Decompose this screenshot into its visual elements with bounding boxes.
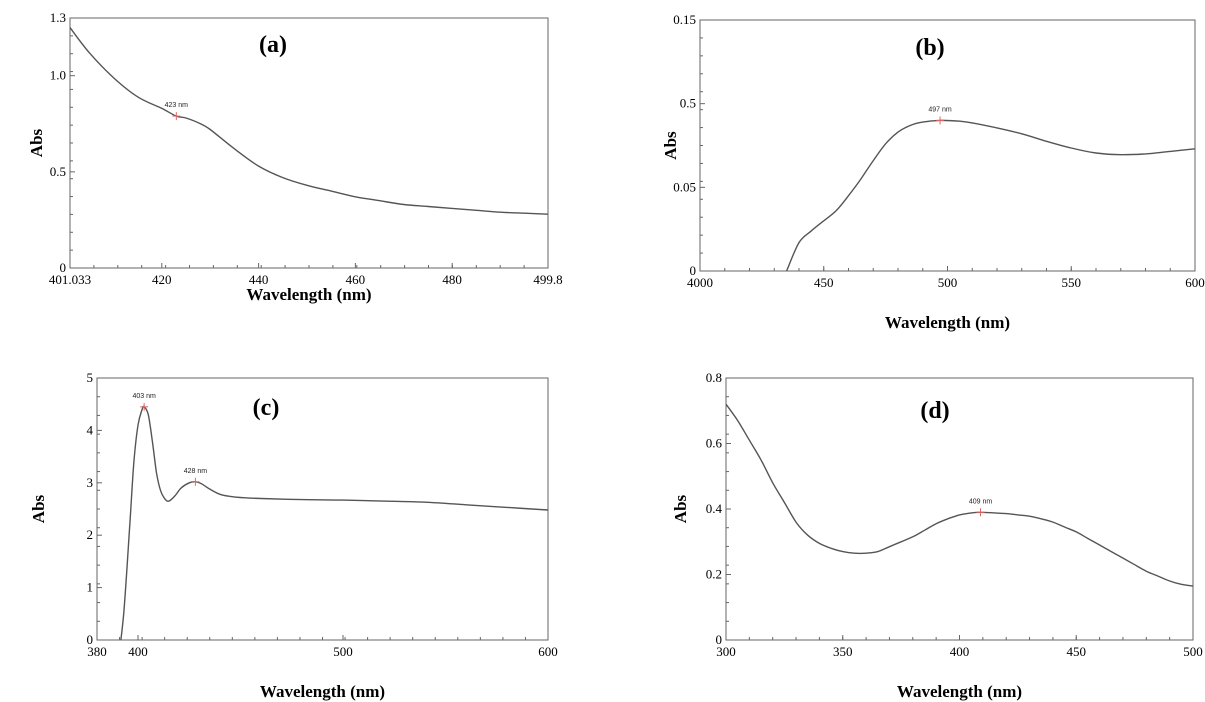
panel-d-y-tick-label: 0.6	[706, 436, 723, 451]
panel-a-x-axis-label: Wavelength (nm)	[246, 285, 371, 304]
panel-b-x-tick-label: 450	[814, 275, 834, 290]
panel-a-label: (a)	[259, 32, 287, 58]
panel-c-x-tick-label: 400	[128, 644, 148, 659]
panel-c-label: (c)	[253, 395, 280, 421]
panel-d-y-tick-label: 0.4	[706, 501, 723, 516]
panel-b-x-tick-label: 600	[1185, 275, 1205, 290]
panel-c-peak-label: 403 nm	[132, 393, 156, 400]
panel-d: 300 350 400 450 500 0 0.2 0.4 0.6 0.8 Wavelength (…	[671, 370, 1203, 701]
panel-c-x-tick-label: 500	[333, 644, 353, 659]
panel-b-peak-label: 497 nm	[928, 106, 952, 113]
panel-b-y-tick-label: 0.5	[680, 96, 696, 111]
panel-d-peak-label: 409 nm	[969, 498, 993, 505]
panel-a-x-tick-label: 420	[152, 272, 172, 287]
panel-c-x-axis-label: Wavelength (nm)	[260, 682, 385, 701]
panel-d-x-tick-label: 450	[1067, 644, 1087, 659]
panel-c-absorbance-curve	[120, 405, 548, 640]
panel-d-plot-frame	[725, 377, 1194, 641]
panel-b-x-axis-label: Wavelength (nm)	[885, 313, 1010, 332]
panel-a-x-tick-label: 460	[346, 272, 366, 287]
panel-c-plot-frame	[96, 377, 549, 641]
panel-b-x-tick-label: 550	[1062, 275, 1082, 290]
panel-b-y-tick-label: 0.05	[673, 179, 696, 194]
panel-b-x-tick-label: 500	[938, 275, 958, 290]
panel-b-y-tick-label: 0.15	[673, 12, 696, 27]
panel-b-plot-frame	[699, 19, 1196, 272]
panel-d-y-tick-label: 0	[716, 632, 723, 647]
panel-a-x-tick-label: 440	[249, 272, 269, 287]
panel-d-x-tick-label: 300	[716, 644, 736, 659]
panel-a: 401.033 420 440 460 480 499.8 0 0.5 1.0 1.3 Wavele…	[27, 10, 563, 304]
panel-d-y-tick-label: 0.8	[706, 370, 722, 385]
panel-a-absorbance-curve	[70, 27, 548, 215]
panel-b-y-tick-label: 0	[690, 263, 697, 278]
panel-a-x-tick-label: 499.8	[533, 272, 562, 287]
panel-a-peak-label: 423 nm	[165, 102, 189, 109]
panel-b-x-tick-label: 4000	[687, 275, 713, 290]
panel-d-y-tick-label: 0.2	[706, 567, 722, 582]
panel-b: 4000 450 500 550 600 0 0.05 0.5 0.15 Wavelength (…	[661, 12, 1205, 332]
panel-d-absorbance-curve	[726, 403, 1193, 587]
panel-a-y-tick-label: 1.3	[50, 10, 66, 25]
panel-c-y-tick-label: 4	[87, 422, 94, 437]
panel-c-x-tick-label: 600	[538, 644, 558, 659]
panel-a-y-tick-label: 1.0	[50, 68, 66, 83]
panel-d-label: (d)	[920, 398, 949, 424]
panel-b-absorbance-curve	[785, 119, 1195, 271]
panel-a-y-tick-label: 0	[60, 260, 67, 275]
panel-c-y-axis-label: Abs	[29, 494, 48, 523]
panel-b-y-axis-label: Abs	[661, 131, 680, 160]
panel-c-y-tick-label: 2	[87, 527, 94, 542]
panel-d-x-tick-label: 350	[833, 644, 853, 659]
panel-c-y-tick-label: 0	[87, 632, 94, 647]
panel-c-y-tick-label: 1	[87, 580, 94, 595]
panel-d-x-tick-label: 500	[1183, 644, 1203, 659]
panel-c-x-tick-label: 380	[87, 644, 107, 659]
panel-a-x-tick-label: 401.033	[49, 272, 91, 287]
panel-a-plot-frame	[69, 17, 549, 269]
panel-d-x-tick-label: 400	[950, 644, 970, 659]
panel-d-x-axis-label: Wavelength (nm)	[897, 682, 1022, 701]
panel-c-y-tick-label: 3	[87, 475, 94, 490]
panel-a-y-axis-label: Abs	[27, 128, 46, 157]
panel-a-y-tick-label: 0.5	[50, 164, 66, 179]
panel-c: 380 400 500 600 0 1 2 3 4 5 Wavelength (nm) Abs (c) 4…	[29, 370, 558, 701]
panel-c-y-tick-label: 5	[87, 370, 94, 385]
panel-c-peak-label: 428 nm	[184, 468, 208, 475]
panel-d-y-axis-label: Abs	[671, 494, 690, 523]
panel-b-label: (b)	[915, 35, 944, 61]
panel-a-x-tick-label: 480	[442, 272, 462, 287]
